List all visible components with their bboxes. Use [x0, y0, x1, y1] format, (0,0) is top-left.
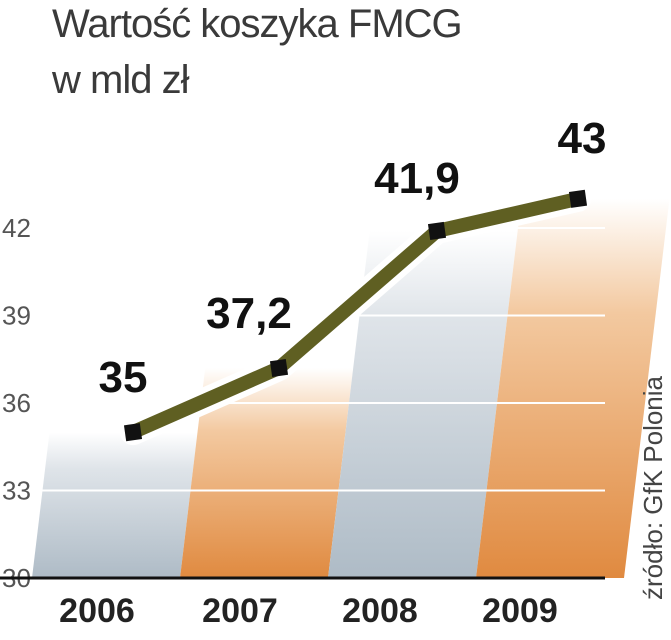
data-point-2007	[269, 358, 289, 378]
data-label-2006: 35	[99, 353, 148, 402]
x-tick-label: 2009	[482, 592, 558, 630]
band-2009	[476, 198, 670, 579]
background-bands	[32, 198, 670, 579]
x-tick-label: 2008	[342, 592, 418, 630]
data-labels: 35 37,2 41,9 43	[99, 114, 607, 402]
y-tick-label: 42	[2, 213, 31, 243]
x-tick-label: 2007	[202, 592, 278, 630]
data-point-2008	[427, 221, 447, 240]
series-line-stroke	[126, 191, 585, 440]
band-2007	[180, 368, 354, 578]
x-tick-label: 2006	[59, 592, 135, 630]
data-label-2008: 41,9	[374, 154, 460, 203]
data-point-2009	[568, 189, 588, 208]
data-label-2007: 37,2	[206, 289, 292, 338]
x-axis-labels: 2006 2007 2008 2009	[59, 592, 558, 630]
series-line	[120, 185, 591, 446]
grid-lines	[30, 227, 605, 492]
y-tick-label: 36	[2, 388, 31, 418]
band-2006	[32, 432, 198, 578]
chart-subtitle: w mld zł	[52, 58, 189, 102]
source-note: źródło: GfK Polonia	[638, 375, 668, 600]
data-label-2009: 43	[558, 114, 607, 163]
chart-title: Wartość koszyka FMCG	[52, 2, 463, 46]
y-tick-label: 33	[2, 476, 31, 506]
data-point-2006	[123, 423, 143, 442]
y-tick-label: 39	[2, 301, 31, 331]
